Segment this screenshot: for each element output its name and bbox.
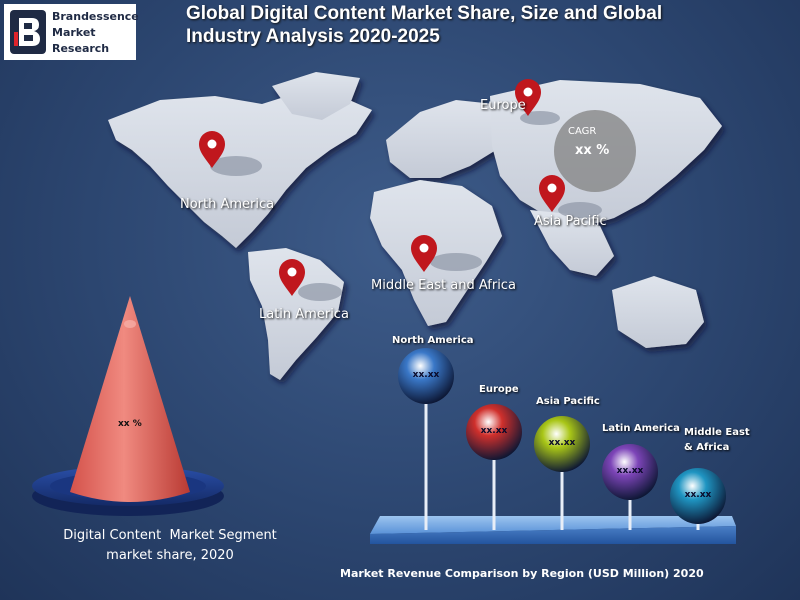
pin-north-america xyxy=(199,131,225,168)
label-middle-east-africa: Middle East and Africa xyxy=(371,278,516,293)
cagr-bubble xyxy=(554,110,636,192)
pin-europe xyxy=(515,79,541,116)
cagr-label: CAGR xyxy=(568,126,597,137)
bar-ball-1 xyxy=(466,404,522,460)
bar-category-label-4: Middle East & Africa xyxy=(684,427,750,453)
bar-value-label-2: xx.xx xyxy=(548,438,576,448)
platform-front xyxy=(370,526,736,544)
bar-chart-title: Market Revenue Comparison by Region (USD… xyxy=(340,567,704,580)
platform-top xyxy=(370,516,736,534)
bar-value-label-0: xx.xx xyxy=(412,370,440,380)
segment-cone-chart xyxy=(32,296,224,516)
bar-value-label-1: xx.xx xyxy=(480,426,508,436)
bar-category-label-3: Latin America xyxy=(602,423,680,434)
label-europe: Europe xyxy=(480,98,526,113)
bar-marks xyxy=(398,348,726,530)
pin-latin-america xyxy=(279,259,305,296)
australia-landmass xyxy=(612,276,704,348)
bar-category-label-2: Asia Pacific xyxy=(536,396,600,407)
bar-ball-3 xyxy=(602,444,658,500)
region-revenue-chart xyxy=(370,348,736,544)
logo-line-1: Brandessence xyxy=(52,10,139,23)
brand-logo: Brandessence Market Research xyxy=(4,4,139,60)
cone-caption-line-1: Digital Content Market Segment xyxy=(63,528,277,543)
south-asia-landmass xyxy=(530,210,614,276)
label-latin-america: Latin America xyxy=(259,307,349,322)
title-line-2: Industry Analysis 2020-2025 xyxy=(186,26,440,47)
pin-middle-east-africa xyxy=(411,235,437,272)
label-asia-pacific: Asia Pacific xyxy=(534,214,607,229)
cone-slice xyxy=(70,296,190,502)
africa-shadow xyxy=(430,253,482,271)
cagr-value: xx % xyxy=(575,143,610,158)
asia-shadow xyxy=(558,202,602,218)
logo-b-icon xyxy=(10,10,46,54)
europe-landmass xyxy=(386,100,510,178)
bar-ball-4 xyxy=(670,468,726,524)
cone-chart-caption: Digital Content Market Segment market sh… xyxy=(50,526,290,566)
logo-text: Brandessence Market Research xyxy=(52,9,139,57)
title-line-1: Global Digital Content Market Share, Siz… xyxy=(186,3,663,24)
label-north-america: North America xyxy=(180,197,275,212)
bar-value-label-4: xx.xx xyxy=(684,490,712,500)
pin-asia-pacific xyxy=(539,175,565,212)
bar-category-label-0: North America xyxy=(392,335,474,346)
greenland-landmass xyxy=(272,72,360,120)
cone-caption-line-2: market share, 2020 xyxy=(106,548,234,563)
logo-line-3: Research xyxy=(52,42,110,55)
bar-value-label-3: xx.xx xyxy=(616,466,644,476)
cone-slice-label: xx % xyxy=(118,419,142,429)
latin-america-shadow xyxy=(298,283,342,301)
map-pins xyxy=(199,79,565,296)
europe-shadow xyxy=(520,111,560,125)
south-america-landmass xyxy=(248,248,344,380)
logo-line-2: Market xyxy=(52,26,96,39)
cone-tip-highlight xyxy=(124,320,136,328)
bar-ball-2 xyxy=(534,416,590,472)
page-title: Global Digital Content Market Share, Siz… xyxy=(186,2,746,48)
bar-ball-0 xyxy=(398,348,454,404)
north-america-shadow xyxy=(210,156,262,176)
bar-category-label-1: Europe xyxy=(479,384,519,395)
